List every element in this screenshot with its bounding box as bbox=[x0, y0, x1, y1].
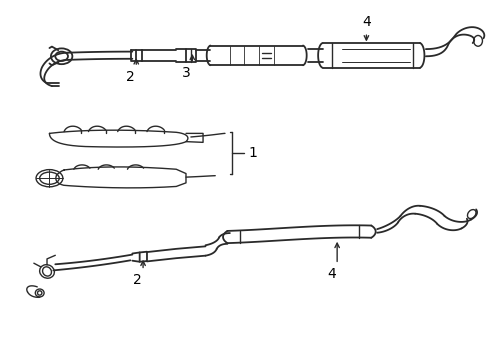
Text: 2: 2 bbox=[133, 273, 142, 287]
Text: 1: 1 bbox=[248, 146, 257, 160]
Text: 4: 4 bbox=[326, 267, 335, 281]
Text: 3: 3 bbox=[181, 66, 190, 80]
Text: 4: 4 bbox=[361, 15, 370, 29]
Text: 2: 2 bbox=[125, 69, 134, 84]
